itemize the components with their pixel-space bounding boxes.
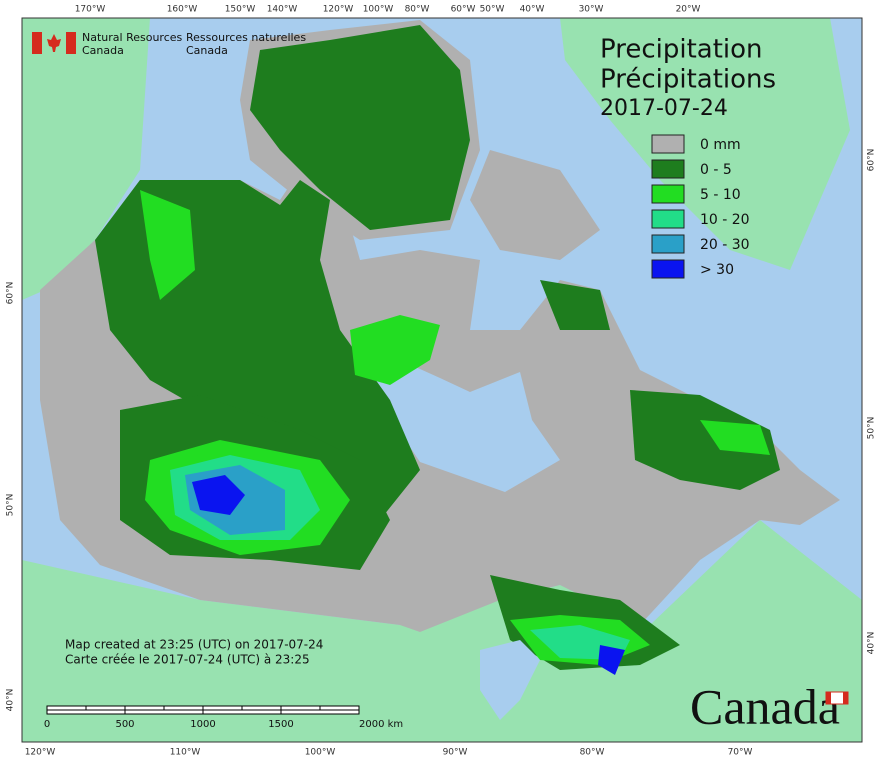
title-en: Precipitation xyxy=(600,35,763,65)
longitude-label: 60°W xyxy=(451,5,476,15)
longitude-label: 110°W xyxy=(170,748,201,758)
legend-label: 20 - 30 xyxy=(700,237,750,253)
greenland xyxy=(560,18,850,270)
zone-baffin xyxy=(540,280,610,330)
wordmark-flag-bar xyxy=(826,692,831,704)
zone-hudson xyxy=(350,315,440,385)
credit-fr: Carte créée le 2017-07-24 (UTC) à 23:25 xyxy=(65,653,310,667)
flag-bar xyxy=(66,32,76,54)
title-date: 2017-07-24 xyxy=(600,96,728,121)
zone-arctic xyxy=(250,25,470,230)
legend-swatch xyxy=(651,259,685,279)
scale-label: 2000 km xyxy=(359,719,403,730)
graticule-labels: 170°W 160°W 150°W 140°W 120°W 100°W 80°W 60°W 50… xyxy=(6,5,877,758)
legend-swatch xyxy=(651,134,685,154)
scale-segment xyxy=(124,709,204,715)
zone-labrador-2 xyxy=(700,420,770,455)
wordmark: Canada xyxy=(690,678,840,734)
zone-labrador xyxy=(630,390,780,490)
legend-label: 0 - 5 xyxy=(700,162,732,178)
zone-yukon xyxy=(140,190,195,300)
scale-bar: 0 500 1000 1500 2000 km xyxy=(44,705,403,730)
agency-en: Natural Resources xyxy=(82,31,183,44)
longitude-label: 40°W xyxy=(520,5,545,15)
scale-segment xyxy=(202,705,243,711)
scale-segment xyxy=(163,705,204,711)
latitude-label: 40°N xyxy=(6,689,16,712)
legend-label: 5 - 10 xyxy=(700,187,741,203)
legend-label: 10 - 20 xyxy=(700,212,750,228)
scale-segment xyxy=(124,705,165,711)
zone-prairie-5 xyxy=(192,475,245,515)
longitude-label: 120°W xyxy=(323,5,354,15)
longitude-label: 140°W xyxy=(267,5,298,15)
longitude-label: 150°W xyxy=(225,5,256,15)
scale-label: 1500 xyxy=(268,719,293,730)
longitude-label: 90°W xyxy=(443,748,468,758)
agency-fr: Canada xyxy=(186,44,228,57)
usa xyxy=(22,520,862,742)
great-lakes xyxy=(480,640,540,720)
longitude-label: 120°W xyxy=(25,748,56,758)
latitude-label: 40°N xyxy=(867,632,877,655)
scale-segment xyxy=(319,705,360,711)
latitude-label: 50°N xyxy=(6,494,16,517)
legend-label: 0 mm xyxy=(700,137,741,153)
alaska xyxy=(22,18,150,300)
scale-segment xyxy=(46,709,126,715)
latitude-label: 50°N xyxy=(867,417,877,440)
scale-segment xyxy=(280,709,360,715)
legend-swatch xyxy=(651,209,685,229)
hudson-bay xyxy=(340,360,560,492)
legend: 0 mm 0 - 5 5 - 10 10 - 20 20 - 30 > 30 xyxy=(651,134,750,279)
longitude-label: 100°W xyxy=(305,748,336,758)
agency-fr: Ressources naturelles xyxy=(186,31,306,44)
zone-ontario-4 xyxy=(598,645,625,675)
scale-segment xyxy=(85,705,126,711)
longitude-label: 100°W xyxy=(363,5,394,15)
flag-bar xyxy=(32,32,42,54)
map-shapes xyxy=(22,18,862,742)
legend-swatch xyxy=(651,184,685,204)
legend-label: > 30 xyxy=(700,262,734,278)
maple-leaf xyxy=(47,34,61,52)
longitude-label: 50°W xyxy=(480,5,505,15)
longitude-label: 80°W xyxy=(580,748,605,758)
scale-segment xyxy=(46,705,87,711)
baffin xyxy=(470,150,600,260)
scale-segment xyxy=(202,709,282,715)
latitude-label: 60°N xyxy=(6,282,16,305)
legend-swatch xyxy=(651,159,685,179)
longitude-label: 160°W xyxy=(167,5,198,15)
map-frame xyxy=(21,17,863,743)
legend-swatch xyxy=(651,234,685,254)
scale-label: 0 xyxy=(44,719,50,730)
longitude-label: 30°W xyxy=(579,5,604,15)
scale-label: 500 xyxy=(115,719,134,730)
scale-label: 1000 xyxy=(190,719,215,730)
agency-en: Canada xyxy=(82,44,124,57)
wordmark-flag-bar xyxy=(843,692,848,704)
longitude-label: 170°W xyxy=(75,5,106,15)
longitude-label: 70°W xyxy=(728,748,753,758)
latitude-label: 60°N xyxy=(867,149,877,172)
scale-segment xyxy=(280,705,321,711)
title-fr: Précipitations xyxy=(600,65,776,95)
credit-en: Map created at 23:25 (UTC) on 2017-07-24 xyxy=(65,638,323,652)
longitude-label: 80°W xyxy=(405,5,430,15)
longitude-label: 20°W xyxy=(676,5,701,15)
nrcan-logo xyxy=(32,32,76,54)
scale-segment xyxy=(241,705,282,711)
